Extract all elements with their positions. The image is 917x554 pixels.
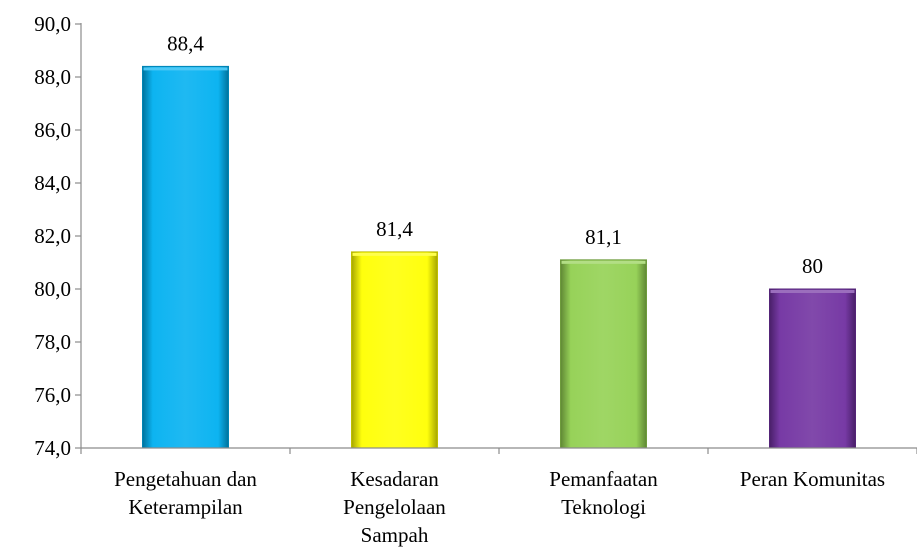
x-category-label-line: Kesadaran xyxy=(350,467,439,491)
x-category-label-line: Pemanfaatan xyxy=(549,467,658,491)
y-tick-label: 76,0 xyxy=(34,383,71,407)
y-tick-label: 82,0 xyxy=(34,224,71,248)
data-label: 88,4 xyxy=(167,31,204,55)
bar-3 xyxy=(560,259,647,449)
y-tick-label: 78,0 xyxy=(34,330,71,354)
x-category-label: Pengetahuan dan Keterampilan xyxy=(114,467,257,519)
x-category-label-line: Teknologi xyxy=(561,495,646,519)
bar-2-highlight xyxy=(352,252,437,256)
data-label: 81,1 xyxy=(585,225,622,249)
bar-2 xyxy=(351,251,438,449)
bar-4 xyxy=(769,288,856,449)
value-labels: 88,4 81,4 81,1 80 xyxy=(167,31,823,278)
y-tick-label: 84,0 xyxy=(34,171,71,195)
bar-1-highlight xyxy=(143,67,228,71)
x-category-label-line: Keterampilan xyxy=(128,495,243,519)
bar-3-highlight xyxy=(561,260,646,264)
x-category-label: Peran Komunitas xyxy=(740,467,885,491)
y-tick-label: 74,0 xyxy=(34,436,71,460)
x-category-label-line: Peran Komunitas xyxy=(740,467,885,491)
y-tick-label: 90,0 xyxy=(34,12,71,36)
data-label: 81,4 xyxy=(376,217,413,241)
y-axis: 74,0 76,0 78,0 80,0 82,0 84,0 86,0 88,0 90,0 xyxy=(34,12,82,460)
x-category-label: Kesadaran Pengelolaan Sampah xyxy=(343,467,446,547)
bars xyxy=(142,65,856,449)
x-category-label: Pemanfaatan Teknologi xyxy=(549,467,658,519)
x-category-label-line: Pengelolaan xyxy=(343,495,446,519)
y-tick-label: 86,0 xyxy=(34,118,71,142)
y-tick-label: 80,0 xyxy=(34,277,71,301)
bar-1 xyxy=(142,65,229,449)
bar-4-highlight xyxy=(770,290,855,293)
y-tick-label: 88,0 xyxy=(34,65,71,89)
x-category-label-line: Sampah xyxy=(361,523,429,547)
x-axis: Pengetahuan dan Keterampilan Kesadaran Peng… xyxy=(80,447,917,547)
x-category-label-line: Pengetahuan dan xyxy=(114,467,257,491)
data-label: 80 xyxy=(802,254,823,278)
